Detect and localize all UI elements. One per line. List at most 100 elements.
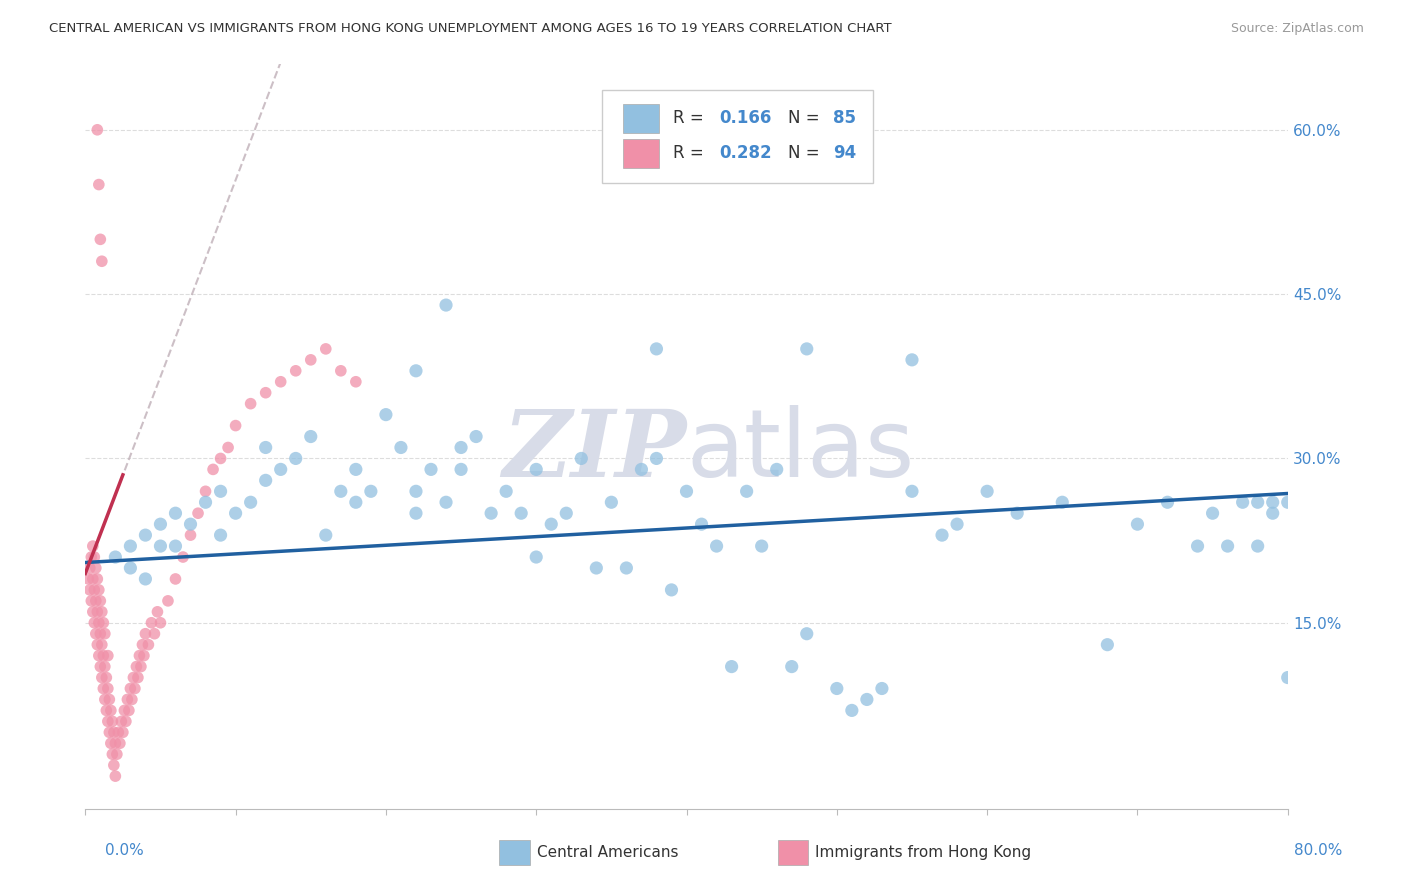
- Point: [100, 703, 122, 717]
- Point: [780, 659, 803, 673]
- Point: [1247, 495, 1270, 509]
- Point: [121, 692, 143, 706]
- Point: [80, 594, 103, 608]
- Point: [202, 462, 225, 476]
- Point: [225, 506, 247, 520]
- Point: [89, 626, 111, 640]
- Point: [83, 615, 105, 630]
- FancyBboxPatch shape: [623, 138, 659, 169]
- Text: 80.0%: 80.0%: [1295, 843, 1343, 858]
- Point: [84, 594, 107, 608]
- Point: [82, 539, 104, 553]
- Point: [239, 397, 262, 411]
- Point: [79, 561, 101, 575]
- Point: [796, 342, 818, 356]
- Point: [86, 572, 108, 586]
- Point: [254, 441, 277, 455]
- Point: [122, 671, 145, 685]
- Point: [796, 626, 818, 640]
- Point: [735, 484, 758, 499]
- Point: [299, 429, 322, 443]
- Point: [901, 352, 924, 367]
- Point: [104, 736, 127, 750]
- Point: [270, 375, 292, 389]
- Point: [284, 364, 307, 378]
- Point: [94, 626, 117, 640]
- Point: [976, 484, 998, 499]
- Point: [540, 517, 562, 532]
- Point: [87, 648, 110, 663]
- Point: [1156, 495, 1178, 509]
- Point: [434, 495, 457, 509]
- Point: [510, 506, 533, 520]
- Point: [1277, 671, 1299, 685]
- Point: [82, 605, 104, 619]
- Point: [94, 659, 117, 673]
- Point: [405, 364, 427, 378]
- Point: [104, 549, 127, 564]
- Point: [344, 375, 367, 389]
- Point: [1261, 506, 1284, 520]
- Point: [180, 528, 202, 542]
- Text: 0.0%: 0.0%: [105, 843, 145, 858]
- Point: [600, 495, 623, 509]
- Point: [97, 714, 120, 729]
- Point: [124, 681, 146, 696]
- Point: [1201, 506, 1223, 520]
- Point: [149, 615, 172, 630]
- Point: [96, 703, 118, 717]
- Point: [1126, 517, 1149, 532]
- Point: [90, 671, 112, 685]
- Text: ZIP: ZIP: [502, 407, 686, 497]
- Point: [165, 572, 187, 586]
- Point: [138, 638, 160, 652]
- Point: [1232, 495, 1254, 509]
- Point: [91, 681, 114, 696]
- Text: N =: N =: [787, 110, 824, 128]
- Point: [83, 549, 105, 564]
- Point: [90, 638, 112, 652]
- Point: [405, 484, 427, 499]
- Point: [101, 747, 124, 762]
- Point: [299, 352, 322, 367]
- Point: [165, 506, 187, 520]
- Point: [131, 638, 153, 652]
- Point: [254, 385, 277, 400]
- Text: 85: 85: [834, 110, 856, 128]
- Point: [585, 561, 607, 575]
- Point: [344, 495, 367, 509]
- Point: [661, 582, 683, 597]
- Point: [134, 626, 156, 640]
- Point: [765, 462, 787, 476]
- Point: [79, 582, 101, 597]
- Point: [86, 638, 108, 652]
- Point: [284, 451, 307, 466]
- Point: [77, 572, 100, 586]
- Point: [1187, 539, 1209, 553]
- Point: [84, 561, 107, 575]
- Point: [389, 441, 412, 455]
- Text: CENTRAL AMERICAN VS IMMIGRANTS FROM HONG KONG UNEMPLOYMENT AMONG AGES 16 TO 19 Y: CENTRAL AMERICAN VS IMMIGRANTS FROM HONG…: [49, 22, 891, 36]
- Point: [374, 408, 396, 422]
- Point: [524, 549, 547, 564]
- Point: [84, 626, 107, 640]
- Point: [825, 681, 848, 696]
- Point: [856, 692, 879, 706]
- Point: [1216, 539, 1239, 553]
- Point: [80, 549, 103, 564]
- Point: [149, 539, 172, 553]
- Point: [315, 528, 337, 542]
- Point: [149, 517, 172, 532]
- Point: [690, 517, 713, 532]
- Point: [141, 615, 163, 630]
- Point: [344, 462, 367, 476]
- Point: [645, 451, 668, 466]
- Point: [127, 671, 149, 685]
- Point: [434, 298, 457, 312]
- Point: [129, 659, 152, 673]
- Text: R =: R =: [673, 110, 709, 128]
- Point: [645, 342, 668, 356]
- Point: [89, 232, 111, 246]
- Point: [125, 659, 148, 673]
- Point: [94, 692, 117, 706]
